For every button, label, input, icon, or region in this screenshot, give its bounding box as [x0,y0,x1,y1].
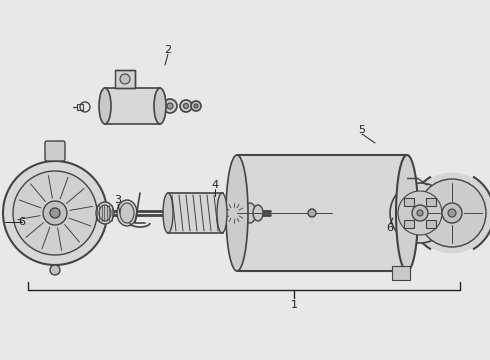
Circle shape [163,99,177,113]
Ellipse shape [217,193,227,233]
Ellipse shape [99,88,111,124]
Text: 6: 6 [387,223,393,233]
Circle shape [194,104,198,108]
Circle shape [13,171,97,255]
Text: 2: 2 [165,45,172,55]
Circle shape [390,183,450,243]
Ellipse shape [396,155,418,271]
Circle shape [398,191,442,235]
Bar [426,220,436,228]
Ellipse shape [163,193,173,233]
Ellipse shape [99,205,111,221]
Bar [237,155,407,271]
Ellipse shape [117,200,137,226]
Circle shape [183,104,189,108]
Bar [105,88,160,124]
Text: 1: 1 [291,300,297,310]
Circle shape [50,208,60,218]
Ellipse shape [253,205,263,221]
Ellipse shape [244,203,256,223]
Circle shape [180,100,192,112]
Bar [115,70,135,88]
Ellipse shape [225,193,243,233]
Circle shape [442,203,462,223]
Circle shape [50,265,60,275]
Ellipse shape [226,155,248,271]
Text: 6: 6 [19,217,25,227]
Bar [168,193,223,233]
Text: 4: 4 [212,180,219,190]
FancyBboxPatch shape [45,141,65,161]
Circle shape [418,179,486,247]
Ellipse shape [154,88,166,124]
Ellipse shape [96,202,114,224]
Circle shape [120,74,130,84]
Bar [404,198,414,206]
Circle shape [191,101,201,111]
Bar [404,220,414,228]
Bar [392,266,410,280]
Circle shape [3,161,107,265]
Circle shape [167,103,173,109]
Text: 3: 3 [115,195,122,205]
Circle shape [308,209,316,217]
Circle shape [417,210,423,216]
Circle shape [410,171,490,255]
Ellipse shape [120,203,134,223]
Circle shape [43,201,67,225]
Bar [426,198,436,206]
Circle shape [412,205,428,221]
Text: 5: 5 [359,125,366,135]
Circle shape [80,102,90,112]
Circle shape [448,209,456,217]
